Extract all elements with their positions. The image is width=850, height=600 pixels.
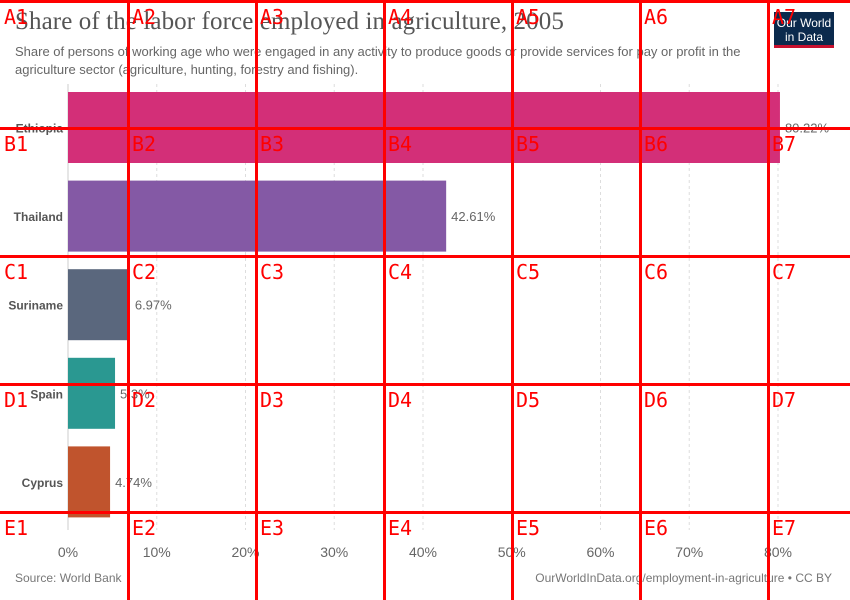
bar [68,180,447,252]
x-tick-label: 60% [586,544,614,560]
bar [68,269,130,341]
source-url[interactable]: OurWorldInData.org/employment-in-agricul… [535,571,832,585]
category-label: Spain [30,387,63,401]
category-label: Cyprus [22,476,64,490]
bar [68,92,780,163]
category-label: Suriname [8,299,63,313]
chart-title: Share of the labor force employed in agr… [15,8,564,35]
x-tick-label: 20% [231,544,259,560]
x-tick-label: 30% [320,544,348,560]
owid-logo[interactable]: Our World in Data [774,12,834,48]
chart-subtitle: Share of persons of working age who were… [15,44,741,77]
x-tick-label: 50% [498,544,526,560]
value-label: 6.97% [135,298,172,313]
value-label: 42.61% [451,209,496,224]
x-tick-label: 40% [409,544,437,560]
value-label: 4.74% [115,475,152,490]
x-tick-label: 80% [764,544,792,560]
logo-line-2: in Data [784,30,824,44]
source-note[interactable]: Source: World Bank [15,571,122,585]
logo-line-1: Our World [776,16,832,30]
x-tick-label: 0% [58,544,78,560]
category-label: Thailand [14,210,63,224]
x-tick-label: 70% [675,544,703,560]
bar [68,357,116,429]
value-label: 5.3% [120,386,150,401]
value-label: 80.22% [785,121,830,136]
bar [68,446,111,518]
category-label: Ethiopia [16,122,64,136]
x-tick-label: 10% [143,544,171,560]
